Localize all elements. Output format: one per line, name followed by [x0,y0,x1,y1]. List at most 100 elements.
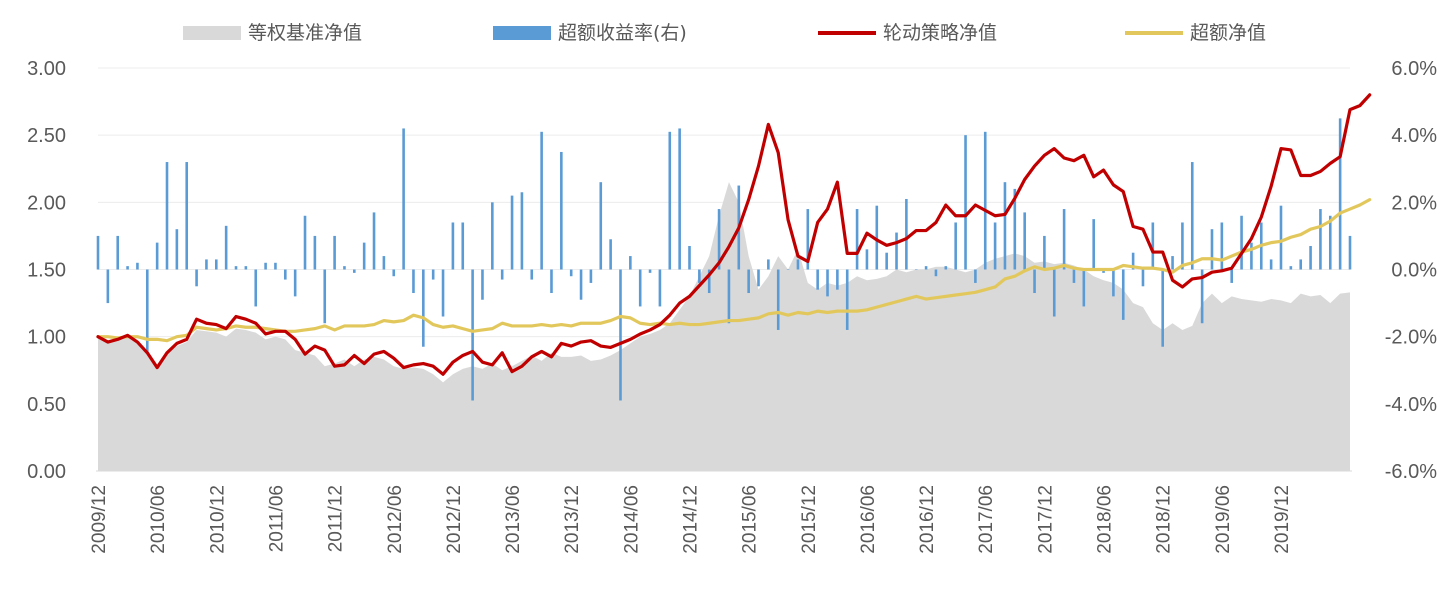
excess-return-bar [688,245,691,270]
excess-return-bar [244,266,248,270]
excess-return-bar [333,235,336,270]
excess-nav-line [96,198,1372,343]
excess-return-bar [392,269,396,277]
excess-return-bar [648,269,652,273]
excess-return-bar [1033,269,1036,294]
x-tick-label: 2017/06 [976,485,997,554]
x-tick-label: 2016/06 [858,485,879,554]
excess-return-bar [1250,242,1253,270]
excess-return-bar [540,131,543,270]
excess-return-bar [1279,205,1283,270]
x-tick-label: 2012/12 [444,485,465,554]
excess-return-bar [1338,118,1342,270]
x-tick-label: 2010/06 [148,485,169,554]
excess-return-bar [550,269,553,294]
x-tick-label: 2017/12 [1035,485,1056,554]
x-tick-label: 2019/12 [1272,485,1293,554]
legend-swatch-excess-return [493,26,551,40]
excess-return-bar [461,222,465,270]
excess-return-bar [796,259,800,270]
excess-return-bar [1082,269,1086,307]
excess-return-bar [934,269,938,277]
excess-return-bar [1240,215,1243,270]
excess-return-bar [1023,212,1026,270]
x-tick-label: 2016/12 [917,485,938,554]
excess-return-bar [96,235,100,270]
nav-lines [96,93,1372,376]
excess-return-bar [905,198,908,270]
excess-return-bar [707,269,711,294]
strategy-nav-line [96,93,1372,376]
excess-return-bar [1181,222,1184,270]
excess-return-bar [224,225,228,270]
x-tick-label: 2013/06 [503,485,524,554]
y-left-tick-label: 1.00 [27,327,66,349]
excess-return-bar [717,209,721,270]
excess-return-bar [826,269,829,297]
excess-return-bar [1200,269,1204,324]
legend-label-excess-nav: 超额净值 [1190,22,1266,44]
excess-return-bar [353,269,356,273]
legend-swatch-benchmark [183,26,241,40]
excess-return-bar [609,239,612,270]
excess-return-bar [619,269,622,401]
excess-return-bar [954,222,957,270]
y-right-tick-label: 6.0% [1391,58,1437,80]
excess-return-bar [1299,259,1303,270]
excess-return-bar [136,262,139,270]
excess-return-bar [1131,252,1135,270]
excess-return-bar [1220,222,1224,270]
excess-return-bar [747,269,750,294]
excess-return-bar [629,256,632,270]
excess-return-bar [786,269,790,270]
axes: 0.00 0.50 1.00 1.50 2.00 2.50 3.00 -6.0% -4.0% -2… [27,58,1437,554]
excess-return-bar [185,162,189,270]
excess-return-bar [451,222,455,270]
excess-return-bar [510,195,514,270]
excess-return-bar [481,269,484,300]
excess-return-bar [1043,235,1046,270]
y-left-tick-label: 0.00 [27,461,66,483]
excess-return-bar [362,242,366,270]
excess-return-bar [757,269,760,287]
y-right-tick-label: -2.0% [1385,327,1437,349]
excess-return-bar [974,269,977,283]
excess-return-bar [1062,209,1066,270]
excess-return-bar [806,209,810,270]
excess-return-bar [116,235,120,270]
excess-return-bar [1052,269,1056,317]
excess-return-bar [993,222,997,270]
excess-return-bar [155,242,159,270]
excess-return-bar [658,269,662,307]
excess-return-bar [1121,269,1125,320]
excess-return-bar [1013,188,1017,270]
excess-return-bar [944,266,948,270]
excess-return-bar [1348,235,1352,270]
excess-return-bar [126,266,129,270]
legend: 等权基准净值 超额收益率(右) 轮动策略净值 超额净值 [183,22,1266,44]
excess-return-bar [727,269,731,324]
x-tick-label: 2011/12 [326,485,347,552]
legend-label-strategy: 轮动策略净值 [883,22,997,44]
excess-return-bar [274,262,277,270]
excess-return-bar [264,262,267,270]
benchmark-area [98,182,1350,471]
excess-return-bar [402,128,405,270]
excess-return-bar [638,269,642,307]
excess-return-bar [1092,219,1095,270]
excess-return-bar [175,229,179,270]
y-left-tick-label: 0.50 [27,394,66,416]
excess-return-bar [205,259,208,270]
excess-return-bar [215,259,218,270]
excess-return-bar [491,202,494,270]
x-tick-label: 2014/12 [681,485,702,554]
excess-return-bar [845,269,849,330]
y-left-tick-label: 3.00 [27,58,66,80]
excess-return-bar [1151,222,1155,270]
excess-return-bar [284,269,287,280]
excess-return-bar [343,266,346,270]
x-tick-label: 2014/06 [621,485,642,554]
x-tick-label: 2015/06 [740,485,761,554]
excess-return-bar [924,266,928,270]
excess-return-bar [1171,256,1174,270]
